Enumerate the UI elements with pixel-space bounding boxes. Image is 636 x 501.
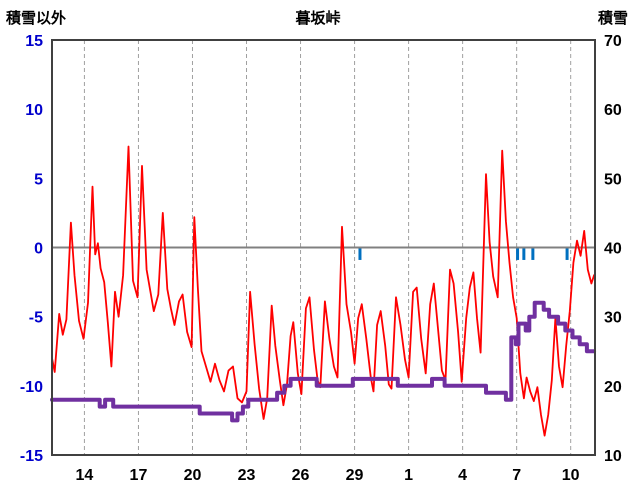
x-tick-label: 20 [184,467,202,484]
left-tick-label: -5 [29,310,43,327]
left-tick-label: 10 [25,102,43,119]
right-tick-label: 70 [604,33,622,50]
x-tick-label: 29 [346,467,364,484]
left-tick-label: -15 [20,448,43,465]
chart-title: 暮坂峠 [295,10,341,27]
right-tick-label: 40 [604,241,622,258]
purple-series [50,300,597,423]
plot-border [51,39,596,456]
left-axis-title: 積雪以外 [6,10,67,27]
right-tick-label: 20 [604,379,622,396]
left-tick-label: -10 [20,379,43,396]
right-tick-label: 30 [604,310,622,327]
left-tick-label: 5 [34,171,43,188]
x-tick-label: 1 [404,467,413,484]
x-tick-label: 23 [238,467,256,484]
right-tick-label: 10 [604,448,622,465]
x-tick-label: 26 [292,467,310,484]
x-tick-label: 7 [512,467,521,484]
right-tick-label: 60 [604,102,622,119]
x-tick-label: 14 [76,467,94,484]
x-tick-label: 17 [130,467,148,484]
x-tick-label: 4 [458,467,467,484]
x-tick-label: 10 [562,467,580,484]
right-axis-title: 積雪 [597,10,628,27]
red-series [51,145,595,437]
left-tick-label: 15 [25,33,43,50]
right-tick-label: 50 [604,171,622,188]
left-tick-label: 0 [34,241,43,258]
